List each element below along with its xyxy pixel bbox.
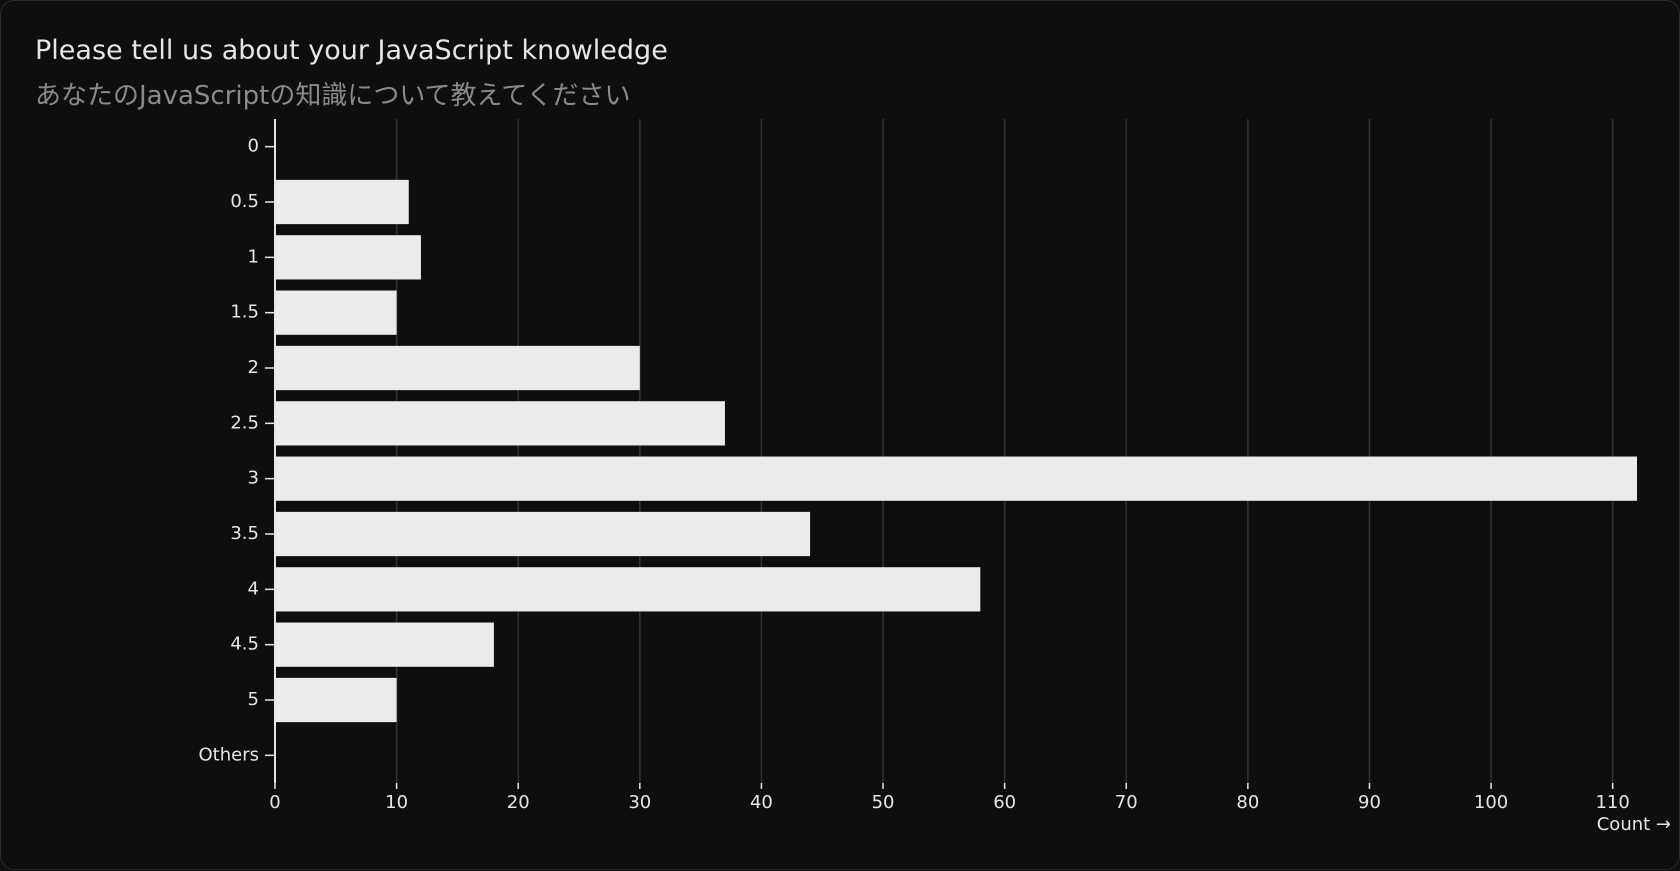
y-tick-label: 3.5 bbox=[230, 523, 259, 544]
y-tick-label: 3 bbox=[248, 468, 259, 489]
x-tick-label: 0 bbox=[269, 792, 280, 813]
bar bbox=[275, 235, 421, 280]
y-tick-label: 4.5 bbox=[230, 634, 259, 655]
y-tick-label: 5 bbox=[248, 689, 259, 710]
x-tick-label: 70 bbox=[1115, 792, 1138, 813]
x-axis-label: Count → bbox=[1597, 814, 1671, 835]
x-tick-label: 90 bbox=[1358, 792, 1381, 813]
bar bbox=[275, 677, 397, 723]
y-tick-label: 2 bbox=[248, 357, 259, 378]
y-tick-label: 0 bbox=[248, 136, 259, 157]
x-tick-label: 10 bbox=[385, 792, 408, 813]
x-tick-label: 60 bbox=[993, 792, 1016, 813]
x-tick-label: 50 bbox=[872, 792, 895, 813]
bar bbox=[275, 179, 409, 225]
y-tick-label: 2.5 bbox=[230, 412, 259, 433]
y-tick-label: 4 bbox=[248, 578, 259, 599]
y-tick-label: 1.5 bbox=[230, 302, 259, 323]
x-tick-label: 40 bbox=[750, 792, 773, 813]
bar bbox=[275, 567, 981, 612]
x-tick-label: 30 bbox=[628, 792, 651, 813]
chart-title: Please tell us about your JavaScript kno… bbox=[35, 35, 668, 66]
bar bbox=[275, 456, 1637, 501]
y-tick-label: 1 bbox=[248, 246, 259, 267]
y-tick-label: 0.5 bbox=[230, 191, 259, 212]
chart-subtitle: あなたのJavaScriptの知識について教えてください bbox=[35, 81, 631, 111]
bar bbox=[275, 401, 725, 446]
bar bbox=[275, 622, 494, 667]
x-tick-label: 100 bbox=[1474, 792, 1508, 813]
x-tick-label: 20 bbox=[507, 792, 530, 813]
bar bbox=[275, 290, 397, 335]
x-tick-label: 110 bbox=[1595, 792, 1629, 813]
x-tick-label: 80 bbox=[1236, 792, 1259, 813]
y-tick-label: Others bbox=[199, 744, 260, 765]
bar bbox=[275, 345, 640, 391]
bar bbox=[275, 511, 811, 557]
